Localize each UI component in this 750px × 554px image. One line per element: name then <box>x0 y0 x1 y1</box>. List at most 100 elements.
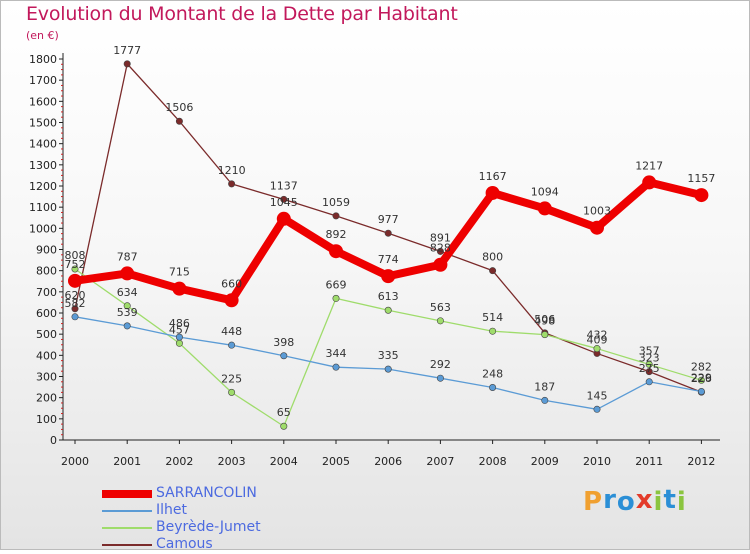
data-point <box>329 244 343 259</box>
data-point <box>645 368 653 376</box>
data-point <box>593 405 601 413</box>
data-point <box>697 388 705 396</box>
data-label: 248 <box>482 368 503 381</box>
data-point <box>120 266 135 281</box>
data-point <box>71 265 79 273</box>
data-label: 800 <box>482 251 503 264</box>
data-label: 1167 <box>479 170 507 183</box>
x-tick-label: 2009 <box>531 455 559 468</box>
data-label: 1059 <box>322 196 350 209</box>
data-label: 787 <box>117 250 138 263</box>
data-label: 344 <box>326 347 347 360</box>
data-label: 282 <box>691 360 712 373</box>
data-label: 1137 <box>270 179 298 192</box>
data-label: 774 <box>378 253 399 266</box>
y-tick-label: 1000 <box>29 222 57 235</box>
data-point <box>175 117 183 125</box>
y-tick-label: 1600 <box>29 95 57 108</box>
data-point <box>593 345 601 353</box>
data-labels: 620 1777 1506 1210 1137 1059 977 891 800 506 409 32… <box>65 44 716 419</box>
data-label: 292 <box>430 358 451 371</box>
data-label: 398 <box>273 336 294 349</box>
data-label: 669 <box>326 278 347 291</box>
logo-letter: x <box>635 485 654 515</box>
data-point <box>436 374 444 382</box>
data-label: 1157 <box>687 172 715 185</box>
y-tick-label: 1700 <box>29 74 57 87</box>
data-point <box>175 333 183 341</box>
data-label: 752 <box>65 258 86 271</box>
data-point <box>276 211 291 226</box>
data-label: 357 <box>639 344 660 357</box>
legend-swatch <box>102 510 152 512</box>
data-point <box>694 188 709 203</box>
logo-letter: i <box>676 487 687 517</box>
y-tick-label: 800 <box>36 265 57 278</box>
data-point <box>228 388 236 396</box>
data-label: 715 <box>169 266 190 279</box>
data-point <box>537 201 552 216</box>
data-label: 620 <box>65 289 86 302</box>
data-point <box>384 365 392 373</box>
legend-label: SARRANCOLIN <box>156 485 257 501</box>
data-point <box>489 327 497 335</box>
data-point <box>280 352 288 360</box>
y-tick-label: 1100 <box>29 201 57 214</box>
x-tick-label: 2007 <box>426 455 454 468</box>
data-label: 582 <box>65 297 86 310</box>
data-label: 563 <box>430 301 451 314</box>
data-label: 1506 <box>165 101 193 114</box>
data-point <box>489 384 497 392</box>
y-tick-label: 1200 <box>29 180 57 193</box>
y-tick-label: 600 <box>36 307 57 320</box>
data-label: 1094 <box>531 185 559 198</box>
logo-letter: r <box>603 485 617 515</box>
data-point <box>541 331 549 339</box>
data-point <box>332 294 340 302</box>
data-label: 229 <box>691 372 712 385</box>
legend-swatch <box>102 544 152 546</box>
chart-unit-label: (en €) <box>26 29 59 42</box>
data-label: 275 <box>639 362 660 375</box>
legend-label: Beyrède-Jumet <box>156 519 261 535</box>
data-label: 613 <box>378 290 399 303</box>
data-label: 486 <box>169 317 190 330</box>
data-point <box>433 257 448 272</box>
y-tick-label: 300 <box>36 371 57 384</box>
data-point <box>436 247 444 255</box>
legend-label: Ilhet <box>156 502 187 518</box>
proxiti-logo: Proxiti <box>583 485 687 517</box>
x-tick-label: 2011 <box>635 455 663 468</box>
data-point <box>175 339 183 347</box>
y-tick-label: 500 <box>36 328 57 341</box>
data-point <box>228 341 236 349</box>
data-point <box>123 322 131 330</box>
x-tick-label: 2008 <box>479 455 507 468</box>
data-point <box>332 363 340 371</box>
data-point <box>123 60 131 68</box>
data-label: 1217 <box>635 159 663 172</box>
data-point <box>228 180 236 188</box>
x-tick-label: 2004 <box>270 455 298 468</box>
y-tick-label: 1800 <box>29 53 57 66</box>
data-point <box>645 360 653 368</box>
data-label: 498 <box>534 315 555 328</box>
data-point <box>172 281 187 296</box>
data-label: 1210 <box>218 164 246 177</box>
legend-label: Camous <box>156 536 213 552</box>
data-label: 506 <box>534 313 555 326</box>
data-label: 335 <box>378 349 399 362</box>
chart-title: Evolution du Montant de la Dette par Hab… <box>26 3 458 25</box>
data-point <box>123 302 131 310</box>
data-label: 891 <box>430 231 451 244</box>
data-point <box>645 378 653 386</box>
data-label: 892 <box>326 228 347 241</box>
logo-letter: t <box>663 485 677 515</box>
x-tick-label: 2005 <box>322 455 350 468</box>
x-tick-label: 2001 <box>113 455 141 468</box>
data-label: 187 <box>534 380 555 393</box>
data-point <box>642 175 657 190</box>
data-point <box>384 229 392 237</box>
data-point <box>384 306 392 314</box>
